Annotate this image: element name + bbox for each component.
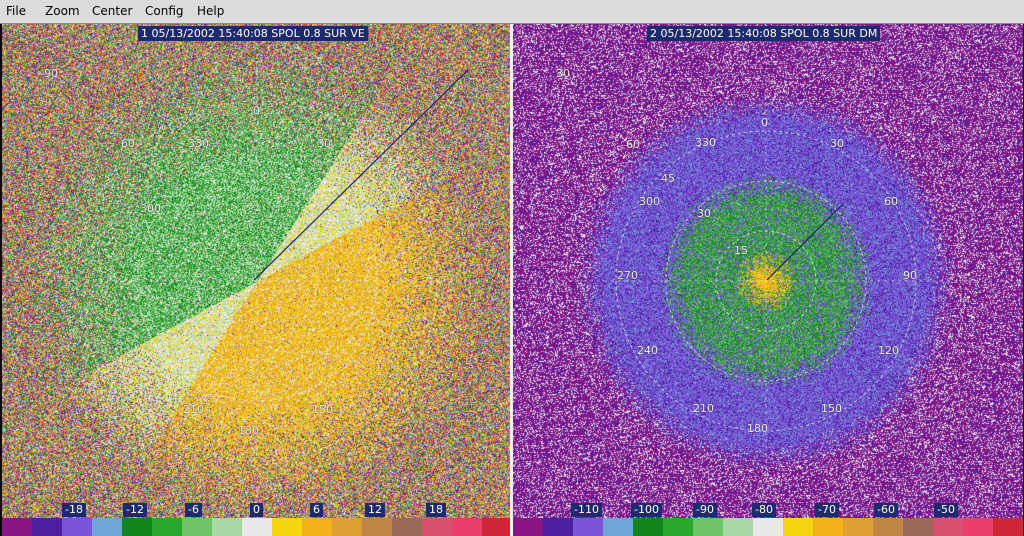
range-ring-label: 30 — [556, 67, 570, 80]
menu-center[interactable]: Center — [92, 4, 133, 18]
range-ring-label: 150 — [312, 403, 333, 416]
color-scale-swatch — [422, 518, 452, 536]
color-scale-swatch — [603, 518, 633, 536]
menu-file[interactable]: File — [6, 4, 27, 18]
range-ring-label: 30 — [830, 137, 844, 150]
color-scale-swatch — [332, 518, 362, 536]
range-ring-label: 270 — [617, 269, 638, 282]
color-scale-swatch — [813, 518, 843, 536]
range-ring-label: 210 — [183, 403, 204, 416]
colorbar-tick-label: -6 — [185, 503, 202, 517]
color-scale-swatch — [513, 518, 543, 536]
color-scale-bar — [2, 518, 512, 536]
range-ring-label: 120 — [878, 344, 899, 357]
panel-title: 1 05/13/2002 15:40:08 SPOL 0.8 SUR VE — [138, 26, 368, 41]
range-ring-label: 90 — [903, 269, 917, 282]
range-ring-label: 210 — [693, 402, 714, 415]
colorbar-tick-label: 6 — [310, 503, 323, 517]
color-scale-swatch — [663, 518, 693, 536]
color-scale-swatch — [362, 518, 392, 536]
radar-panel-dm[interactable]: 2 05/13/2002 15:40:08 SPOL 0.8 SUR DM 30… — [513, 24, 1023, 536]
dm-field-image[interactable] — [513, 24, 1023, 518]
colorbar-tick-label: 18 — [426, 503, 446, 517]
colorbar-tick-label: -50 — [934, 503, 958, 517]
colorbar-tick-label: 12 — [365, 503, 385, 517]
range-ring-label: 330 — [695, 136, 716, 149]
color-scale-swatch — [32, 518, 62, 536]
range-ring-label: 30 — [317, 137, 331, 150]
range-ring-label: 90 — [44, 67, 58, 80]
range-ring-label: 300 — [639, 195, 660, 208]
range-ring-label: 30 — [697, 207, 711, 220]
colorbar-tick-label: -110 — [571, 503, 602, 517]
colorbar-tick-label: 0 — [250, 503, 263, 517]
colorbar-tick-label: -12 — [123, 503, 147, 517]
color-scale-swatch — [573, 518, 603, 536]
menu-config[interactable]: Config — [145, 4, 184, 18]
color-scale-swatch — [482, 518, 512, 536]
color-scale-swatch — [903, 518, 933, 536]
panel-divider[interactable] — [510, 24, 513, 536]
panel-title: 2 05/13/2002 15:40:08 SPOL 0.8 SUR DM — [647, 26, 881, 41]
color-scale-swatch — [933, 518, 963, 536]
colorbar-tick-label: -70 — [815, 503, 839, 517]
color-scale-swatch — [392, 518, 422, 536]
color-scale-bar — [513, 518, 1023, 536]
colorbar-tick-label: -100 — [631, 503, 662, 517]
menu-bar: File Zoom Center Config Help — [0, 0, 1024, 24]
range-ring-label: 60 — [626, 138, 640, 151]
color-scale-swatch — [873, 518, 903, 536]
range-ring-label: 45 — [661, 172, 675, 185]
menu-zoom[interactable]: Zoom — [45, 4, 80, 18]
range-ring-label: 0 — [253, 104, 260, 117]
range-ring-label: 15 — [734, 244, 748, 257]
color-scale-swatch — [633, 518, 663, 536]
color-scale-swatch — [452, 518, 482, 536]
color-scale-swatch — [723, 518, 753, 536]
velocity-field-image[interactable] — [2, 24, 512, 518]
color-scale-swatch — [92, 518, 122, 536]
menu-help[interactable]: Help — [197, 4, 225, 18]
radar-panel-velocity[interactable]: 1 05/13/2002 15:40:08 SPOL 0.8 SUR VE 90… — [2, 24, 512, 536]
range-ring-label: 0 — [761, 116, 768, 129]
colorbar-tick-label: -60 — [874, 503, 898, 517]
color-scale-swatch — [843, 518, 873, 536]
colorbar-tick-label: -80 — [752, 503, 776, 517]
range-ring-label: 60 — [884, 195, 898, 208]
color-scale-swatch — [152, 518, 182, 536]
range-ring-label: 180 — [238, 424, 259, 437]
colorbar-tick-label: -90 — [693, 503, 717, 517]
color-scale-swatch — [122, 518, 152, 536]
color-scale-swatch — [182, 518, 212, 536]
color-scale-swatch — [62, 518, 92, 536]
color-scale-swatch — [543, 518, 573, 536]
color-scale-swatch — [753, 518, 783, 536]
range-ring-label: 150 — [821, 402, 842, 415]
color-scale-swatch — [693, 518, 723, 536]
color-scale-swatch — [963, 518, 993, 536]
color-scale-swatch — [783, 518, 813, 536]
color-scale-swatch — [272, 518, 302, 536]
range-ring-label: 240 — [637, 344, 658, 357]
range-ring-label: 60 — [121, 137, 135, 150]
range-ring-label: 300 — [140, 202, 161, 215]
color-scale-swatch — [242, 518, 272, 536]
color-scale-swatch — [302, 518, 332, 536]
colorbar-tick-label: -18 — [62, 503, 86, 517]
color-scale-swatch — [212, 518, 242, 536]
range-ring-label: 330 — [188, 137, 209, 150]
color-scale-swatch — [2, 518, 32, 536]
range-ring-label: 180 — [747, 422, 768, 435]
color-scale-swatch — [993, 518, 1023, 536]
